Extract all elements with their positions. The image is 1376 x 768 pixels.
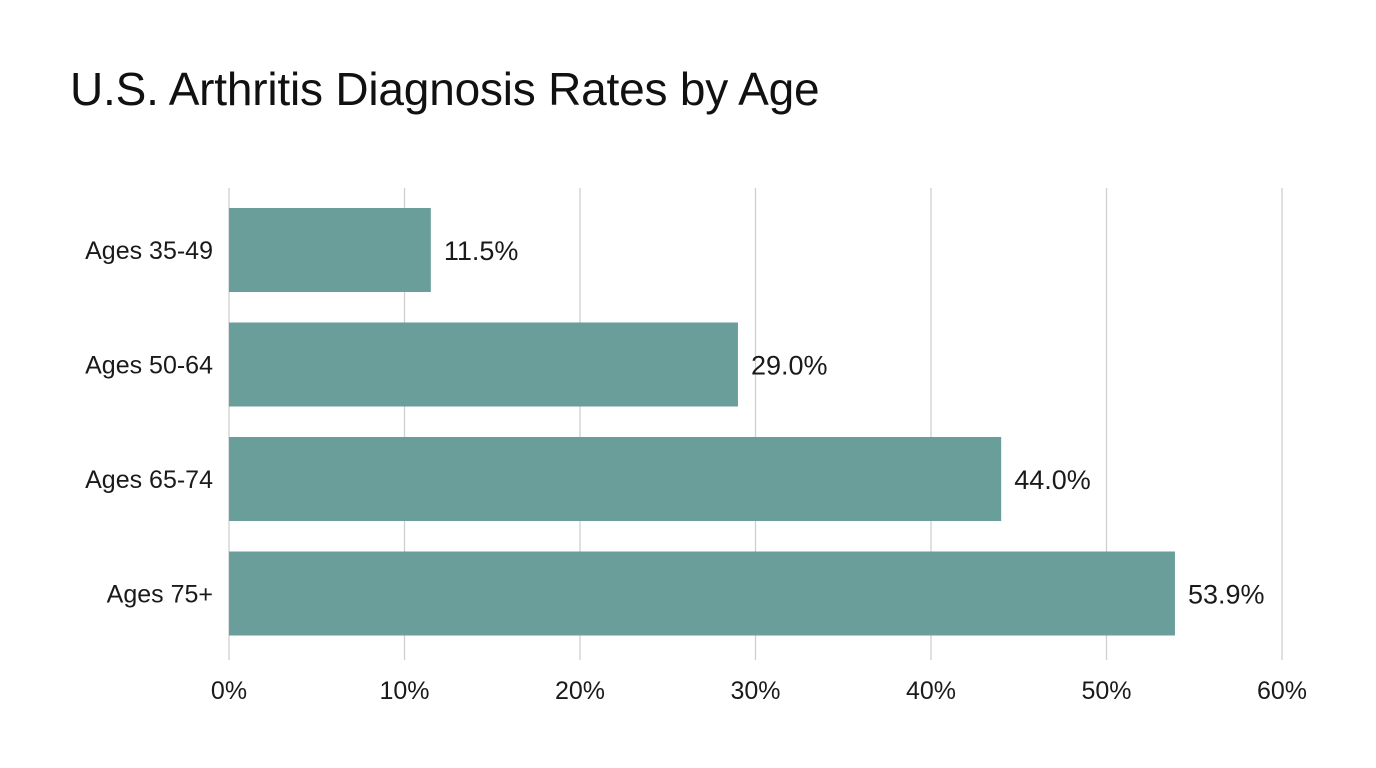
category-label: Ages 65-74	[85, 466, 213, 494]
value-label: 11.5%	[444, 236, 519, 266]
x-tick-label: 0%	[211, 677, 247, 705]
value-label: 44.0%	[1014, 465, 1091, 495]
bar	[229, 208, 431, 292]
category-label: Ages 50-64	[85, 352, 213, 380]
x-tick-label: 20%	[555, 677, 605, 705]
x-axis-tick-labels: 0% 10% 20% 30% 40% 50% 60%	[211, 677, 1307, 705]
x-tick-label: 50%	[1081, 677, 1131, 705]
value-labels: 11.5% 29.0% 44.0% 53.9%	[444, 236, 1265, 610]
x-tick-label: 10%	[379, 677, 429, 705]
bar	[229, 322, 738, 407]
x-tick-label: 40%	[906, 677, 956, 705]
chart-title: U.S. Arthritis Diagnosis Rates by Age	[70, 63, 820, 115]
value-label: 29.0%	[751, 351, 828, 381]
category-labels: Ages 35-49 Ages 50-64 Ages 65-74 Ages 75+	[85, 237, 213, 609]
bars	[229, 208, 1175, 636]
category-label: Ages 75+	[107, 581, 213, 609]
value-label: 53.9%	[1188, 580, 1265, 610]
bar	[229, 437, 1002, 521]
bar	[229, 551, 1175, 636]
x-tick-label: 30%	[730, 677, 780, 705]
x-tick-label: 60%	[1257, 677, 1307, 705]
category-label: Ages 35-49	[85, 237, 213, 265]
